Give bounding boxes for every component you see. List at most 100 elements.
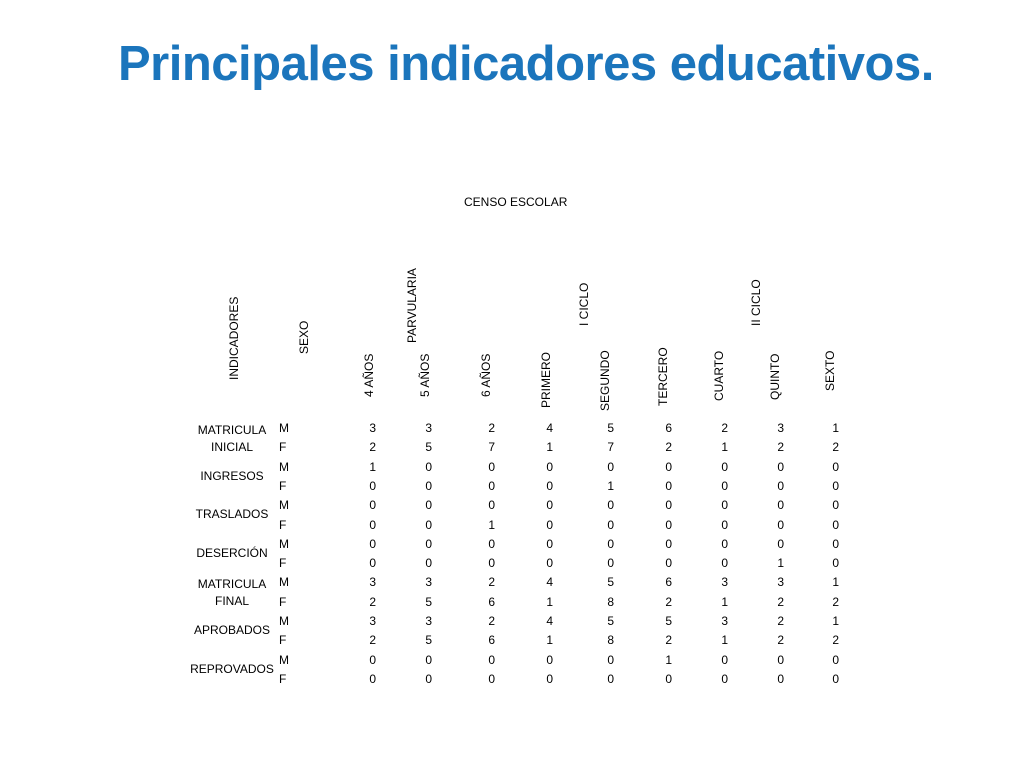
column-header: 6 AÑOS [479, 353, 493, 397]
value-cell: 1 [832, 421, 839, 435]
value-cell: 5 [425, 633, 432, 648]
value-cell: 3 [369, 575, 376, 590]
indicator-label: MATRICULA INICIAL [187, 422, 277, 456]
value-cell: 0 [665, 517, 672, 532]
indicator-label: APROBADOS [187, 622, 277, 639]
value-cell: 0 [777, 498, 784, 513]
sex-cell: F [279, 556, 287, 571]
value-cell: 0 [425, 478, 432, 493]
value-cell: 2 [832, 633, 839, 648]
indicator-label-line: REPROVADOS [190, 661, 274, 676]
value-cell: 0 [721, 652, 728, 667]
value-cell: 5 [425, 440, 432, 455]
value-cell: 0 [777, 517, 784, 532]
value-cell: 1 [546, 440, 553, 455]
sex-cell: M [279, 536, 289, 551]
value-cell: 0 [832, 478, 839, 493]
value-cell: 2 [777, 633, 784, 648]
value-cell: 0 [425, 652, 432, 667]
value-cell: 3 [777, 575, 784, 590]
value-cell: 0 [425, 498, 432, 513]
value-cell: 0 [488, 478, 495, 493]
value-cell: 0 [425, 536, 432, 551]
group-header: II CICLO [749, 279, 763, 326]
value-cell: 8 [607, 633, 614, 648]
value-cell: 0 [665, 671, 672, 686]
value-cell: 0 [832, 671, 839, 686]
value-cell: 0 [369, 652, 376, 667]
value-cell: 2 [665, 594, 672, 609]
value-cell: 0 [546, 536, 553, 551]
value-cell: 0 [546, 556, 553, 571]
value-cell: 1 [369, 459, 376, 474]
page-title: Principales indicadores educativos. [118, 37, 934, 91]
value-cell: 0 [369, 478, 376, 493]
value-cell: 0 [425, 459, 432, 474]
sex-cell: F [279, 517, 287, 532]
indicator-label-line: MATRICULA [197, 423, 267, 437]
column-header: TERCERO [656, 347, 670, 406]
value-cell: 0 [832, 517, 839, 532]
value-cell: 1 [721, 633, 728, 648]
value-cell: 0 [607, 671, 614, 686]
value-cell: 5 [607, 575, 614, 590]
value-cell: 0 [777, 478, 784, 493]
value-cell: 8 [607, 594, 614, 609]
sex-cell: F [279, 440, 287, 455]
column-header: 5 AÑOS [418, 353, 432, 397]
value-cell: 0 [721, 517, 728, 532]
value-cell: 3 [721, 614, 728, 628]
value-cell: 2 [777, 614, 784, 628]
indicator-label: DESERCIÓN [187, 545, 277, 562]
value-cell: 3 [425, 614, 432, 628]
indicator-label-line: FINAL [214, 594, 249, 609]
value-cell: 0 [665, 536, 672, 551]
value-cell: 6 [665, 421, 672, 435]
value-cell: 2 [832, 594, 839, 609]
value-cell: 0 [665, 498, 672, 513]
value-cell: 2 [369, 633, 376, 648]
value-cell: 3 [721, 575, 728, 590]
value-cell: 5 [425, 594, 432, 609]
value-cell: 6 [488, 633, 495, 648]
value-cell: 0 [777, 671, 784, 686]
value-cell: 1 [721, 594, 728, 609]
value-cell: 0 [546, 478, 553, 493]
value-cell: 4 [546, 421, 553, 435]
value-cell: 2 [488, 614, 495, 628]
value-cell: 0 [546, 498, 553, 513]
value-cell: 0 [425, 671, 432, 686]
value-cell: 0 [369, 556, 376, 571]
value-cell: 0 [546, 517, 553, 532]
value-cell: 0 [546, 459, 553, 474]
column-header: SEGUNDO [598, 350, 612, 411]
value-cell: 2 [777, 594, 784, 609]
value-cell: 0 [721, 498, 728, 513]
indicator-label: INGRESOS [187, 468, 277, 485]
value-cell: 1 [546, 594, 553, 609]
value-cell: 0 [607, 652, 614, 667]
value-cell: 7 [607, 440, 614, 455]
indicator-label-line: APROBADOS [193, 623, 271, 637]
value-cell: 2 [369, 594, 376, 609]
value-cell: 0 [607, 498, 614, 513]
value-cell: 3 [425, 421, 432, 435]
value-cell: 0 [488, 556, 495, 571]
value-cell: 0 [488, 459, 495, 474]
column-header: QUINTO [768, 353, 782, 400]
sex-cell: M [279, 614, 289, 628]
value-cell: 0 [369, 498, 376, 513]
value-cell: 0 [832, 556, 839, 571]
sex-cell: F [279, 671, 287, 686]
indicator-label-line: DESERCIÓN [196, 545, 268, 560]
value-cell: 0 [546, 652, 553, 667]
group-header: PARVULARIA [405, 268, 419, 343]
indicator-label-line: INICIAL [210, 440, 253, 454]
value-cell: 2 [488, 575, 495, 590]
value-cell: 3 [369, 614, 376, 628]
value-cell: 3 [369, 421, 376, 435]
value-cell: 0 [832, 652, 839, 667]
value-cell: 7 [488, 440, 495, 455]
value-cell: 0 [607, 536, 614, 551]
sex-cell: F [279, 594, 287, 609]
